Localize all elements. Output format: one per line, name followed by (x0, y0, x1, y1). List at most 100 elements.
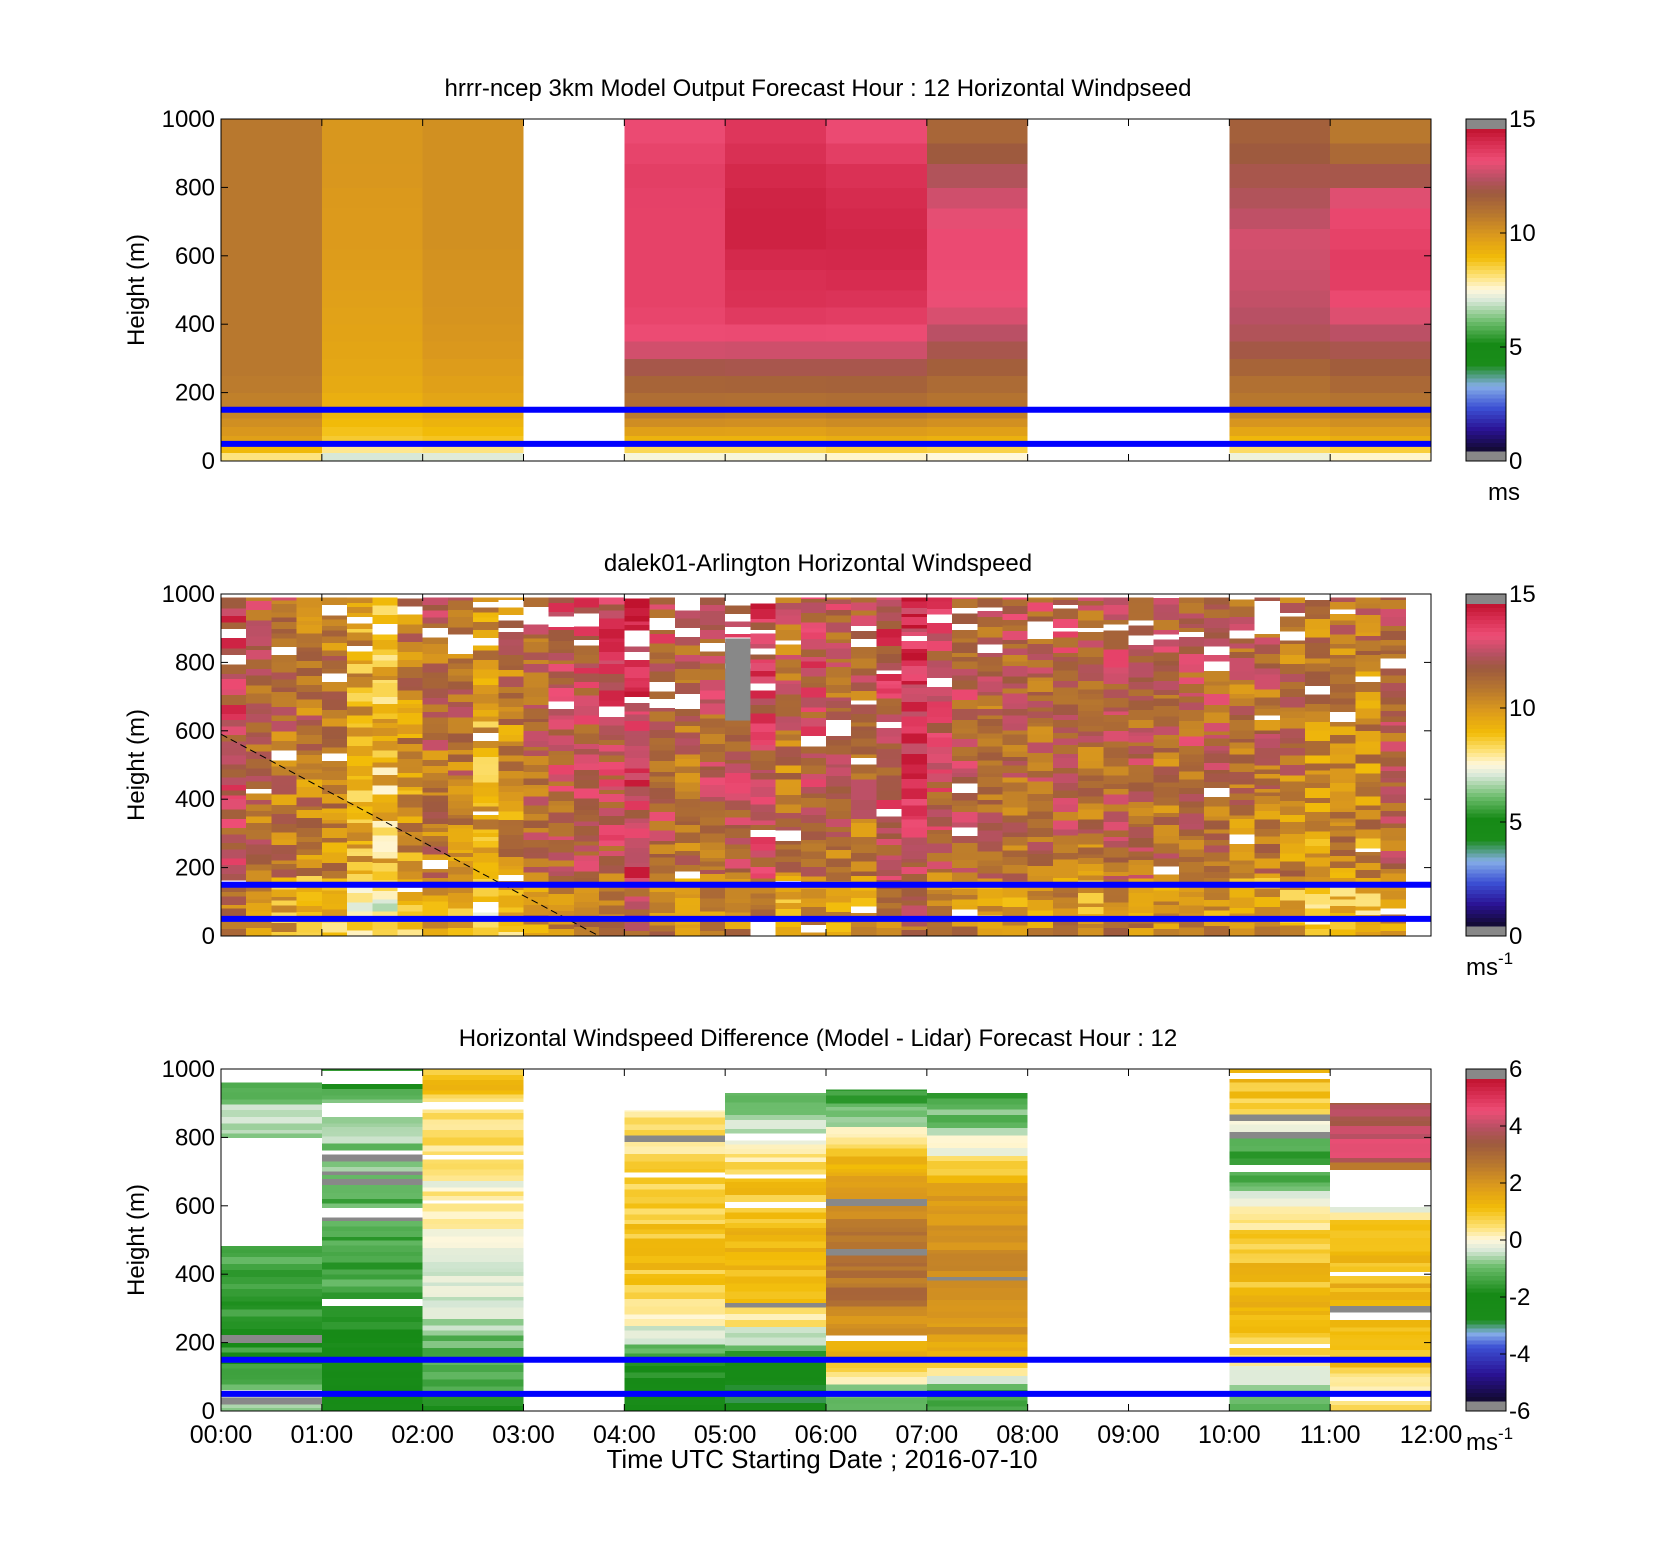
heatmap-cell (321, 1403, 423, 1412)
heatmap-cell (1103, 821, 1129, 831)
heatmap-cell (1355, 681, 1381, 693)
colorbar-swatch (1466, 382, 1506, 388)
heatmap-cell (548, 885, 574, 895)
heatmap-cell (1279, 594, 1305, 603)
heatmap-cell (1229, 742, 1255, 749)
heatmap-cell (1254, 810, 1280, 820)
heatmap-cell (271, 612, 297, 618)
heatmap-cell (447, 841, 474, 850)
heatmap-cell (523, 730, 549, 742)
heatmap-cell (422, 1151, 524, 1155)
heatmap-cell (296, 779, 322, 788)
heatmap-cell (498, 834, 524, 840)
heatmap-cell (599, 807, 625, 816)
heatmap-cell (1254, 679, 1280, 690)
heatmap-cells (221, 119, 1431, 462)
heatmap-cell (1103, 630, 1129, 641)
y-axis-label: Height (m) (123, 1184, 150, 1296)
heatmap-cell (750, 643, 776, 649)
heatmap-cell (952, 842, 978, 853)
heatmap-cell (952, 728, 978, 734)
heatmap-cell (347, 663, 373, 674)
heatmap-cell (826, 443, 927, 453)
heatmap-cell (321, 187, 423, 209)
heatmap-cell (901, 680, 927, 685)
heatmap-cell (1254, 795, 1280, 804)
heatmap-cell (246, 713, 272, 723)
heatmap-cell (775, 794, 801, 805)
heatmap-cell (321, 594, 348, 598)
heatmap-cell (1103, 660, 1129, 668)
heatmap-cell (926, 722, 953, 733)
heatmap-cell (221, 1123, 322, 1131)
colorbar-swatch (1466, 249, 1506, 255)
heatmap-cell (447, 824, 474, 829)
heatmap-cell (1027, 700, 1053, 708)
heatmap-cell (826, 700, 852, 708)
heatmap-cell (1279, 640, 1305, 644)
heatmap-cell (624, 822, 650, 829)
heatmap-cell (1355, 897, 1381, 907)
heatmap-cell (1027, 861, 1053, 866)
heatmap-cell (901, 887, 927, 897)
heatmap-cell (1229, 1403, 1331, 1412)
heatmap-cell (1078, 704, 1104, 711)
heatmap-cell (296, 684, 322, 693)
heatmap-cell (624, 896, 650, 902)
x-axis (220, 119, 1432, 461)
heatmap-cell (221, 1187, 322, 1192)
heatmap-cell (926, 1280, 1028, 1288)
heatmap-cell (1002, 791, 1028, 800)
heatmap-cell (221, 1169, 322, 1177)
colorbar-swatch (1466, 845, 1506, 851)
colorbar-swatch (1466, 1272, 1506, 1277)
heatmap-cell (1027, 611, 1053, 617)
colorbar-swatch (1466, 366, 1506, 372)
heatmap-cell (473, 832, 499, 838)
heatmap-cell (1002, 688, 1028, 694)
colorbar-swatch (1466, 322, 1506, 327)
heatmap-cell (1304, 751, 1331, 756)
heatmap-cell (750, 925, 776, 937)
heatmap-cell (624, 1318, 726, 1326)
heatmap-cell (1380, 668, 1406, 676)
heatmap-cell (221, 673, 247, 680)
heatmap-cell (422, 187, 524, 209)
colorbar-swatch (1466, 640, 1506, 645)
heatmap-cell (1330, 1230, 1431, 1239)
heatmap-cell (649, 691, 675, 699)
x-axis-label: Time UTC Starting Date ; 2016-07-10 (606, 1444, 1037, 1474)
heatmap-cell (926, 677, 953, 687)
colorbar-swatch (1466, 1240, 1506, 1245)
heatmap-cell (397, 879, 423, 884)
heatmap-cell (1330, 818, 1356, 823)
heatmap-cell (926, 1195, 1028, 1201)
heatmap-cell (775, 861, 801, 873)
heatmap-cell (624, 768, 650, 773)
heatmap-cell (1330, 1146, 1431, 1153)
colorbar-swatch (1466, 716, 1506, 722)
heatmap-cell (1027, 673, 1053, 678)
heatmap-cell (952, 719, 978, 729)
heatmap-cell (1178, 927, 1205, 937)
heatmap-cell (599, 834, 625, 841)
heatmap-cell (624, 1377, 726, 1384)
heatmap-cell (271, 813, 297, 824)
heatmap-cell (901, 919, 927, 927)
heatmap-cell (397, 891, 423, 902)
heatmap-cell (1330, 1244, 1431, 1252)
heatmap-cell (1078, 746, 1104, 752)
heatmap-cell (876, 673, 902, 682)
heatmap-cell (926, 1299, 1028, 1306)
heatmap-cell (1103, 906, 1129, 911)
heatmap-cell (826, 1371, 927, 1377)
heatmap-cell (1254, 624, 1280, 634)
heatmap-cell (321, 1385, 423, 1393)
heatmap-cell (1330, 692, 1356, 699)
heatmap-cell (321, 409, 423, 419)
heatmap-cell (246, 816, 272, 823)
heatmap-cell (1153, 835, 1179, 844)
heatmap-cell (775, 849, 801, 857)
